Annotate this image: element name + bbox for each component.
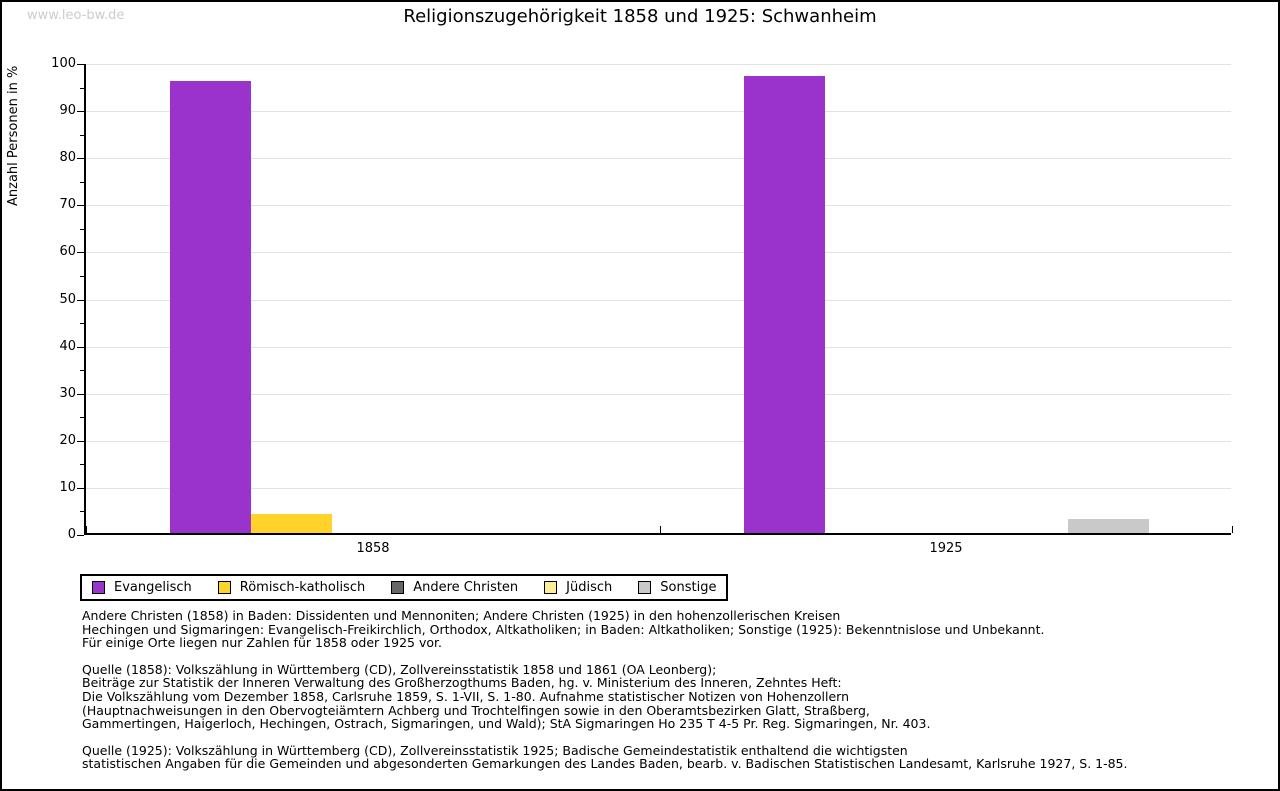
footnote-line: (Hauptnachweisungen in den Obervogteiämt… [82,702,870,718]
y-axis-minor-tick [80,276,84,277]
y-axis-major-tick [77,535,84,536]
bar-sonstige-1925 [1068,519,1149,533]
y-axis-major-tick [77,158,84,159]
x-axis-tick [86,526,87,533]
legend-item: Jüdisch [544,580,612,595]
chart-title: Religionszugehörigkeit 1858 und 1925: Sc… [403,6,877,27]
y-axis-minor-tick [80,370,84,371]
y-axis-minor-tick [80,135,84,136]
y-axis-minor-tick [80,88,84,89]
footnote-line: Andere Christen (1858) in Baden: Disside… [82,608,841,623]
gridline [86,394,1231,395]
y-axis-tick-label: 0 [67,527,76,542]
y-axis-minor-tick [80,464,84,465]
gridline [86,252,1231,253]
y-axis-major-tick [77,64,84,65]
legend-item: Evangelisch [92,580,192,595]
legend-label: Evangelisch [114,580,192,595]
gridline [86,488,1231,489]
legend-swatch-icon [638,581,652,594]
y-axis-minor-tick [80,182,84,183]
x-axis-tick [660,526,661,533]
x-category-label: 1858 [356,541,390,556]
legend-swatch-icon [92,581,105,594]
y-axis-tick-label: 20 [59,433,76,448]
x-axis-tick [1232,526,1233,533]
legend-swatch-icon [544,581,558,594]
watermark: www.leo-bw.de [27,8,125,23]
footnote-line: statistischen Angaben für die Gemeinden … [82,756,1128,772]
legend-swatch-icon [217,581,231,594]
y-axis-major-tick [77,488,84,489]
legend-swatch-icon [391,581,405,594]
y-axis-tick-label: 60 [59,244,76,259]
y-axis-major-tick [77,394,84,395]
y-axis-major-tick [77,111,84,112]
gridline [86,158,1231,159]
y-axis-major-tick [77,300,84,301]
y-axis-tick-label: 80 [59,150,76,165]
footnote-paragraph: Andere Christen (1858) in Baden: Disside… [82,609,1127,650]
y-axis-minor-tick [80,229,84,230]
gridline [86,205,1231,206]
y-axis-major-tick [77,205,84,206]
legend-item: Andere Christen [391,580,518,595]
y-axis-label: Anzahl Personen in % [6,65,21,206]
y-axis-tick-label: 40 [59,339,76,354]
y-axis-tick-label: 70 [59,197,76,212]
footnote-line: Beiträge zur Statistik der Inneren Verwa… [82,675,842,691]
gridline [86,300,1231,301]
y-axis-major-tick [77,347,84,348]
footnote-line: Quelle (1925): Volkszählung in Württembe… [82,742,908,758]
footnote-line: Die Volkszählung vom Dezember 1858, Carl… [82,688,850,704]
y-axis-major-tick [77,252,84,253]
y-axis-tick-label: 100 [51,56,76,71]
legend-label: Römisch-katholisch [239,580,366,595]
bar-r-misch-katholisch-1858 [251,514,332,533]
y-axis-minor-tick [80,417,84,418]
gridline [86,64,1231,65]
footnote-paragraph: Quelle (1858): Volkszählung in Württembe… [82,663,1127,731]
footnotes: Andere Christen (1858) in Baden: Disside… [82,609,1127,784]
plot-area: 0 10 20 30 40 50 60 70 80 90 100 1858 1925 [51,57,1233,556]
bar-evangelisch-1925 [744,76,825,533]
legend-label: Andere Christen [413,580,519,595]
y-axis-major-tick [77,441,84,442]
bar-evangelisch-1858 [170,81,251,533]
y-axis-tick-label: 50 [59,292,76,307]
footnote-line: Für einige Orte liegen nur Zahlen für 18… [82,635,442,651]
footnote-line: Quelle (1858): Volkszählung in Württembe… [82,661,717,677]
gridline [86,441,1231,442]
y-axis-tick-label: 90 [59,103,76,118]
legend: Evangelisch Römisch-katholisch Andere Chri… [80,574,729,601]
footnote-line: Gammertingen, Haigerloch, Hechingen, Ost… [82,716,931,732]
gridline [86,111,1231,112]
footnote-paragraph: Quelle (1925): Volkszählung in Württembe… [82,744,1127,771]
legend-item: Sonstige [638,580,716,595]
y-axis-tick-label: 10 [59,480,76,495]
gridline [86,347,1231,348]
y-axis-tick-label: 30 [59,386,76,401]
legend-label: Sonstige [660,580,717,595]
y-axis-minor-tick [80,323,84,324]
x-category-label: 1925 [929,541,963,556]
legend-label: Jüdisch [566,580,613,595]
y-axis-minor-tick [80,511,84,512]
legend-item: Römisch-katholisch [217,580,366,595]
footnote-line: Hechingen und Sigmaringen: Evangelisch-F… [82,621,1045,637]
